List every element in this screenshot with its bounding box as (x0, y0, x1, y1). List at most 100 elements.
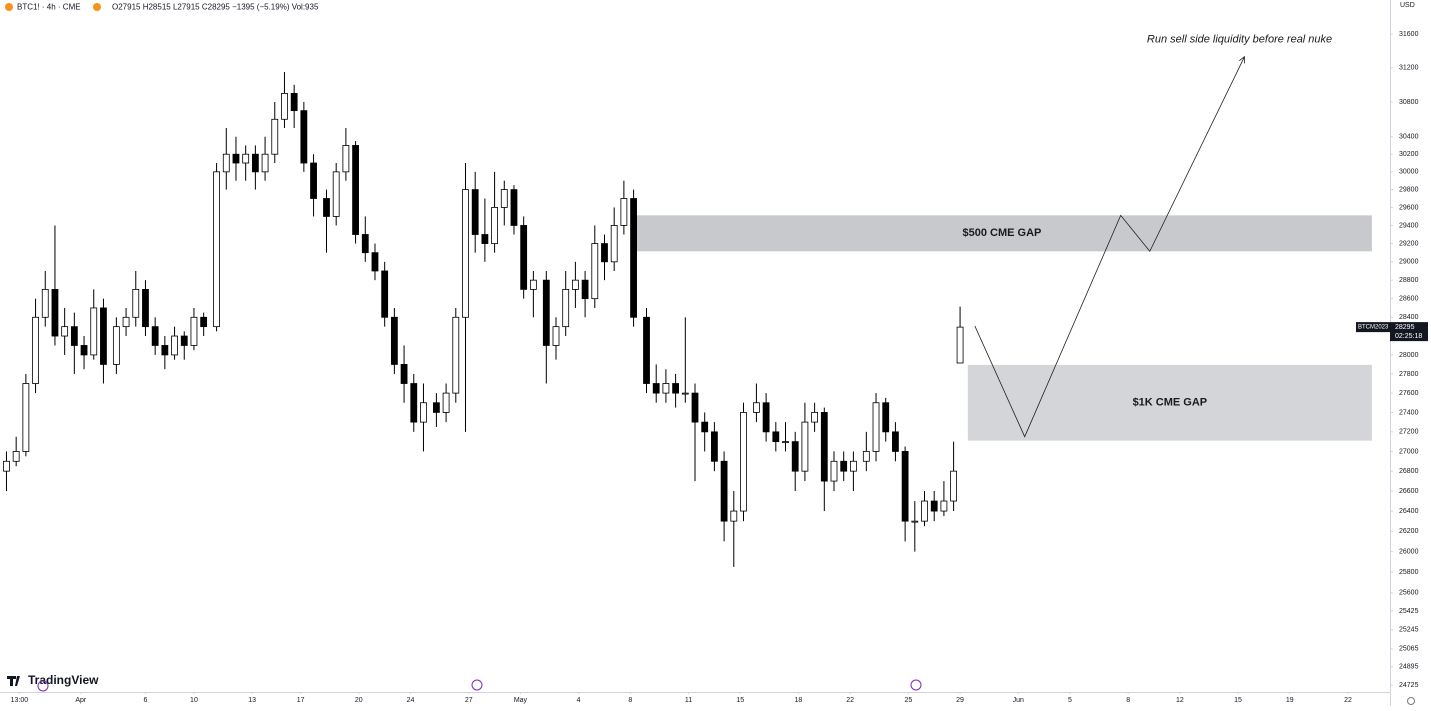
x-tick-label: 18 (795, 697, 803, 704)
symbol-icon (5, 3, 13, 11)
candle-body (500, 189, 508, 208)
candle-body (310, 162, 317, 199)
x-tick-label: 6 (144, 697, 148, 704)
candle-body (390, 316, 398, 365)
candle-body (471, 189, 479, 235)
candle-body (61, 326, 69, 337)
y-tick-label: 28400 (1399, 314, 1419, 321)
symbol-title: BTC1! · 4h · CME (17, 3, 81, 12)
candle-body (630, 198, 637, 318)
candle-body (381, 270, 389, 318)
ohlc-legend: O27915 H28515 L27915 C28295 −1395 (−5.19… (112, 3, 319, 12)
x-tick-label: 4 (577, 697, 581, 704)
x-tick-label: 19 (1286, 697, 1294, 704)
candle-body (772, 431, 780, 443)
candle-body (142, 289, 149, 328)
candle-body (100, 307, 107, 365)
y-tick-label: 28600 (1399, 296, 1419, 303)
y-tick-label: 30400 (1399, 134, 1419, 141)
candle-body (956, 326, 964, 364)
candle-body (151, 326, 159, 346)
event-icon[interactable] (910, 679, 922, 691)
candle-body (753, 402, 760, 413)
candle-body (620, 198, 628, 226)
x-tick-label: 17 (297, 697, 305, 704)
y-tick-label: 27200 (1399, 429, 1419, 436)
candle-body (90, 307, 98, 356)
y-tick-label: 29200 (1399, 240, 1419, 247)
candle-body (323, 198, 330, 217)
candle-body (710, 431, 718, 462)
candle-body (782, 441, 789, 444)
candle-body (730, 510, 738, 522)
x-tick-label: 15 (1234, 697, 1242, 704)
candle-body (32, 316, 39, 384)
y-tick-label: 29800 (1399, 186, 1419, 193)
x-tick-label: 13 (248, 697, 256, 704)
y-tick-label: 25800 (1399, 569, 1419, 576)
candle-body (882, 402, 890, 433)
candle-body (361, 234, 369, 254)
candle-body (940, 500, 948, 512)
last-price-bg (1390, 322, 1428, 342)
x-tick-label: 8 (628, 697, 632, 704)
candle-body (701, 421, 709, 433)
x-tick-label: Apr (75, 697, 87, 704)
candle-body (481, 234, 489, 244)
candle-body (462, 189, 469, 318)
y-tick-label: 29600 (1399, 204, 1419, 211)
candle-body (332, 171, 340, 217)
x-tick-label: Jun (1013, 697, 1024, 704)
candle-body (681, 392, 689, 395)
candle-body (911, 520, 919, 523)
event-icon[interactable] (37, 680, 49, 692)
candle-body (643, 316, 650, 384)
settings-button[interactable] (1407, 697, 1415, 705)
candle-body (601, 243, 608, 263)
candle-body (290, 93, 298, 112)
candle-body (791, 441, 799, 472)
candle-body (132, 289, 140, 318)
candle-body (352, 145, 359, 235)
candle-body (762, 402, 770, 433)
axes: 2472524895250652524525425256002580026000… (11, 31, 1428, 704)
x-tick-label: 8 (1126, 697, 1130, 704)
x-tick-label: 22 (846, 697, 854, 704)
y-tick-label: 26800 (1399, 468, 1419, 475)
candle-body (520, 225, 528, 290)
x-tick-label: 15 (736, 697, 744, 704)
y-tick-label: 25245 (1399, 627, 1419, 634)
candle-body (190, 316, 198, 346)
candle-body (529, 279, 537, 290)
event-icon[interactable] (471, 679, 483, 691)
candle-body (801, 421, 809, 472)
y-tick-label: 27800 (1399, 371, 1419, 378)
y-tick-label: 26400 (1399, 508, 1419, 515)
y-tick-label: 25600 (1399, 590, 1419, 597)
candle-body (581, 279, 589, 300)
candle-body (251, 153, 259, 173)
y-tick-label: 27400 (1399, 409, 1419, 416)
x-tick-label: 5 (1068, 697, 1072, 704)
brand-mark (7, 676, 20, 686)
cme-gap-zone (967, 364, 1372, 441)
candle-body (691, 392, 699, 423)
x-tick-label: 24 (407, 697, 415, 704)
candle-body (12, 451, 20, 462)
candle-body (491, 207, 498, 244)
y-tick-label: 24725 (1399, 682, 1419, 689)
candle-body (442, 392, 450, 413)
candle-body (410, 383, 418, 423)
currency-label[interactable]: USD (1400, 2, 1415, 9)
y-tick-label: 25065 (1399, 646, 1419, 653)
y-tick-label: 30200 (1399, 151, 1419, 158)
candle-body (591, 243, 599, 300)
candle-body (271, 118, 279, 155)
candle-body (740, 412, 747, 512)
projection-line (974, 57, 1245, 438)
projection-note: Run sell side liquidity before real nuke (1147, 34, 1332, 46)
candle-body (3, 460, 10, 472)
